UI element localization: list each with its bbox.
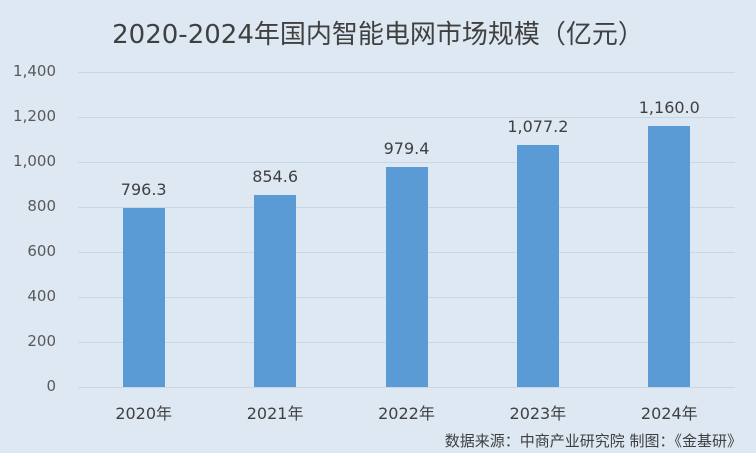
y-tick-label: 1,400 xyxy=(13,62,56,80)
gridline xyxy=(78,387,735,388)
source-note: 数据来源：中商产业研究院 制图：《金基研》 xyxy=(444,432,742,450)
y-tick-label: 600 xyxy=(27,242,56,260)
y-tick-label: 400 xyxy=(27,287,56,305)
y-tick-label: 0 xyxy=(46,377,56,395)
y-tick-label: 800 xyxy=(27,197,56,215)
gridline xyxy=(78,162,735,163)
bar xyxy=(385,166,428,387)
bar xyxy=(254,194,297,387)
data-label: 1,077.2 xyxy=(507,116,569,136)
x-tick-label: 2022年 xyxy=(378,404,435,423)
data-label: 796.3 xyxy=(120,179,167,199)
gridline xyxy=(78,72,735,73)
chart-title: 2020-2024年国内智能电网市场规模（亿元） xyxy=(112,20,644,50)
data-label: 1,160.0 xyxy=(638,98,700,117)
bar xyxy=(648,126,691,387)
gridline xyxy=(78,117,735,118)
x-tick-label: 2024年 xyxy=(640,404,698,423)
y-tick-label: 1,200 xyxy=(13,107,56,125)
x-tick-label: 2020年 xyxy=(115,404,173,423)
x-tick-label: 2023年 xyxy=(509,404,567,423)
y-tick-label: 200 xyxy=(27,332,56,350)
bar xyxy=(122,207,165,387)
data-label: 979.4 xyxy=(383,138,430,158)
data-label: 854.6 xyxy=(252,166,298,186)
y-tick-label: 1,000 xyxy=(13,152,56,170)
x-tick-label: 2021年 xyxy=(246,404,304,423)
bar xyxy=(516,144,559,387)
